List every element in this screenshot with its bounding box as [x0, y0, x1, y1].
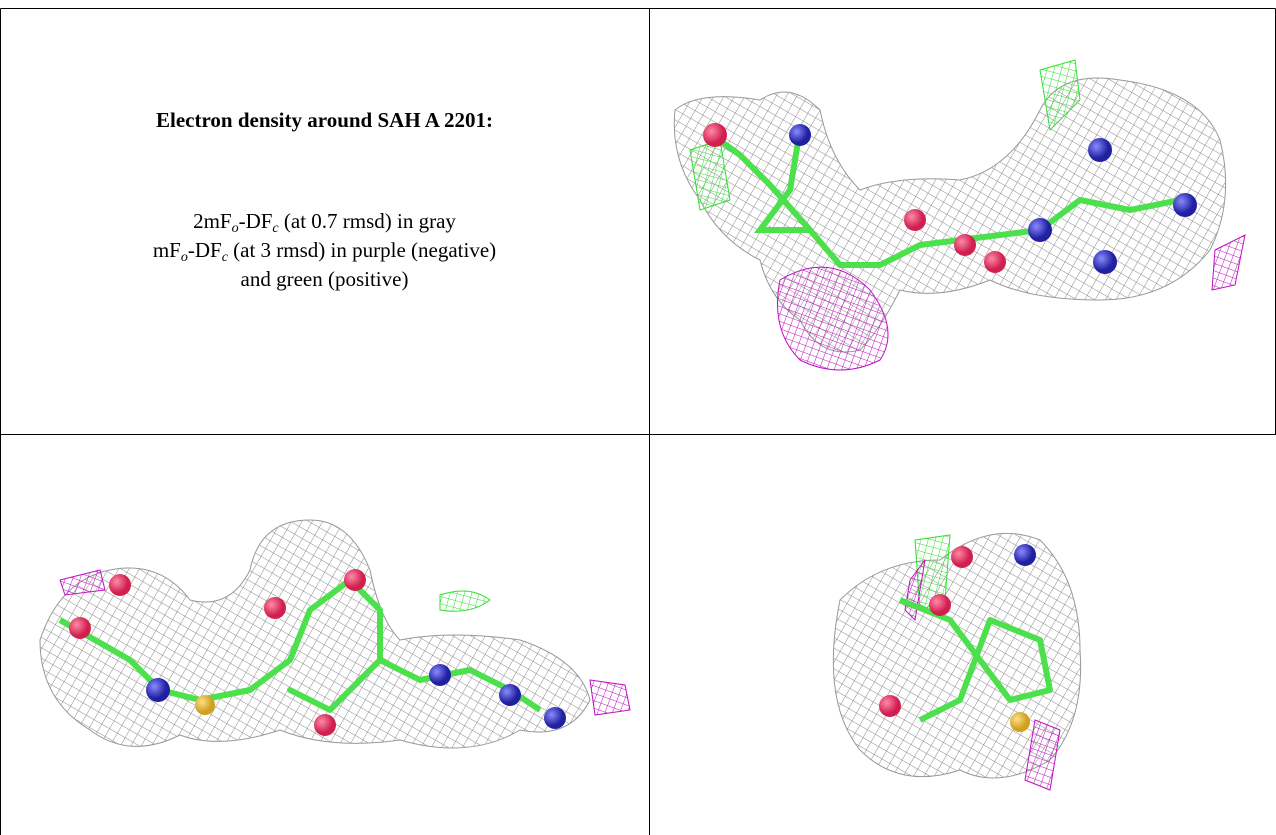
text-span: (at 3 rmsd) in purple (negative)	[228, 238, 496, 262]
text-span: and green (positive)	[241, 267, 409, 291]
text-span: -DF	[239, 209, 273, 233]
figure-title: Electron density around SAH A 2201:	[0, 108, 649, 133]
text-span: (at 0.7 rmsd) in gray	[279, 209, 456, 233]
density-view-3	[833, 533, 1080, 790]
density-view-1	[674, 60, 1245, 370]
text-span: mF	[153, 238, 181, 262]
text-span: -DF	[188, 238, 222, 262]
density-view-2	[40, 520, 630, 748]
legend-line: mFo-DFc (at 3 rmsd) in purple (negative)	[0, 236, 649, 265]
subscript: o	[232, 221, 239, 236]
legend-line: 2mFo-DFc (at 0.7 rmsd) in gray	[0, 207, 649, 236]
page: Electron density around SAH A 2201: 2mFo…	[0, 0, 1276, 835]
legend-line: and green (positive)	[0, 265, 649, 294]
text-span: 2mF	[193, 209, 232, 233]
subscript: o	[181, 250, 188, 265]
